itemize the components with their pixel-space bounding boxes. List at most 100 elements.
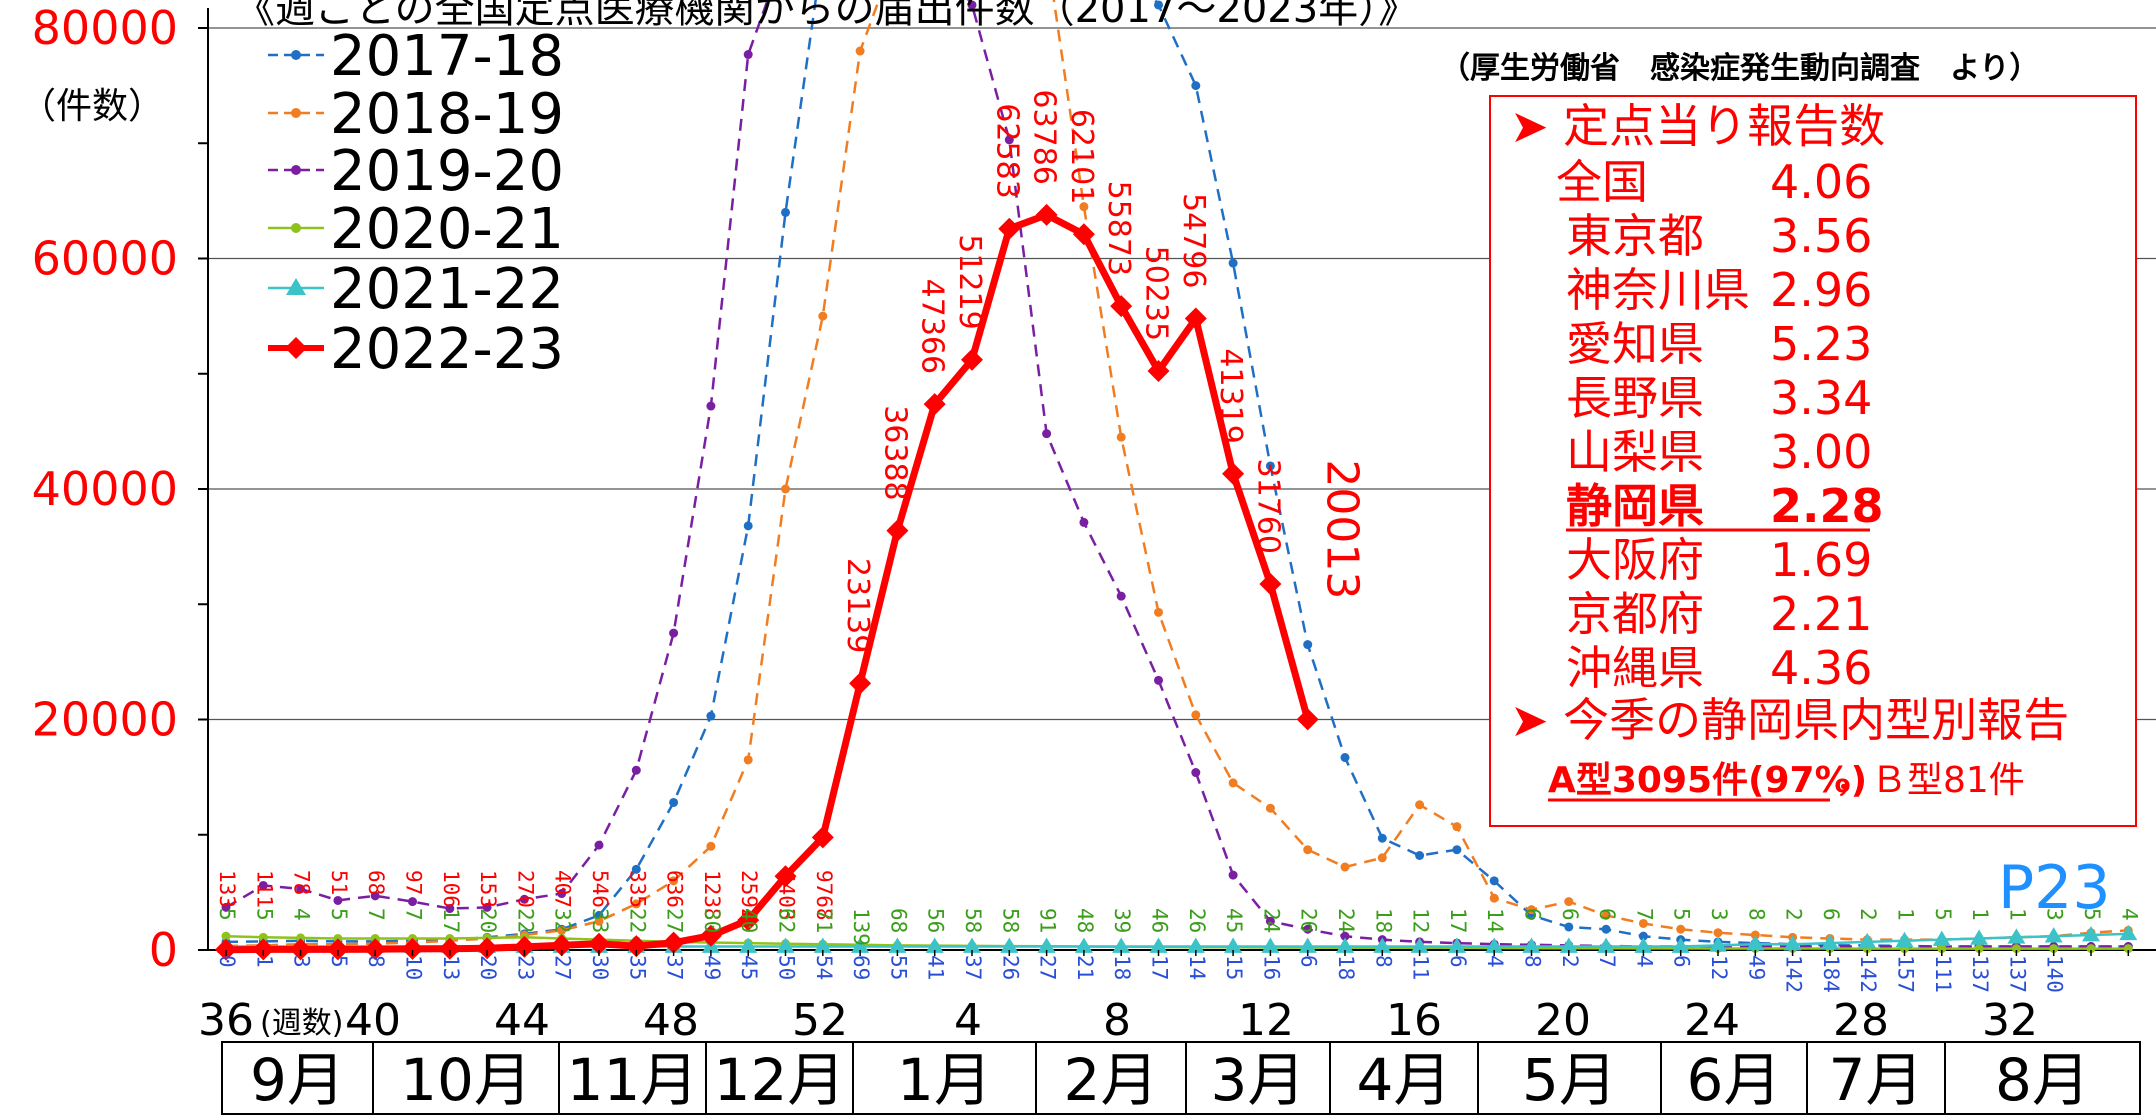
small-label: 5 bbox=[327, 908, 351, 921]
annotation-heading: ➤ 定点当り報告数 bbox=[1510, 99, 1885, 153]
small-label: 21 bbox=[1073, 955, 1097, 980]
point bbox=[1676, 924, 1686, 934]
small-label: 6 bbox=[1819, 908, 1843, 921]
small-label: 6 bbox=[1446, 955, 1470, 968]
point bbox=[1932, 930, 1951, 946]
small-label: 184 bbox=[1819, 955, 1843, 993]
small-label: 22 bbox=[625, 908, 649, 933]
point bbox=[588, 932, 610, 955]
small-label: 45 bbox=[1222, 908, 1246, 933]
week-tick-label: 12 bbox=[1238, 995, 1294, 1046]
point bbox=[669, 876, 679, 886]
point bbox=[813, 937, 832, 953]
small-label: 1 bbox=[252, 955, 276, 968]
point bbox=[2082, 926, 2100, 942]
small-label: 3 bbox=[2043, 908, 2067, 921]
small-label: 23 bbox=[513, 955, 537, 980]
small-label: 142 bbox=[1782, 955, 1806, 993]
point bbox=[550, 934, 573, 957]
point bbox=[2011, 944, 2021, 954]
point bbox=[925, 937, 944, 953]
small-label: 37 bbox=[961, 955, 985, 980]
small-label: 97 bbox=[402, 870, 426, 895]
point bbox=[476, 937, 499, 960]
small-label: 142 bbox=[1856, 955, 1880, 993]
x-axis-week-ticks: 36 40 44 48 52 4 8 12 16 20 24 28 32(週数) bbox=[198, 950, 2130, 1046]
y-tick-label: 40000 bbox=[32, 462, 178, 516]
point bbox=[1746, 935, 1765, 951]
annotation-value: 4.36 bbox=[1770, 641, 1872, 695]
point bbox=[1937, 944, 1947, 954]
small-label: 54 bbox=[812, 955, 836, 980]
point bbox=[662, 931, 685, 954]
data-label: 36388 bbox=[877, 405, 912, 500]
point bbox=[2049, 944, 2059, 954]
small-label: 17 bbox=[1148, 955, 1172, 980]
point bbox=[513, 935, 536, 958]
small-label: 4 bbox=[1632, 955, 1656, 968]
point bbox=[1564, 922, 1574, 932]
series-line-2018-19 bbox=[225, 0, 2129, 948]
point bbox=[1259, 572, 1282, 595]
small-label: 111 bbox=[1931, 955, 1955, 993]
small-label: 636 bbox=[663, 870, 687, 908]
point bbox=[1079, 202, 1089, 212]
point bbox=[1112, 937, 1131, 953]
small-label: 71 bbox=[812, 908, 836, 933]
point bbox=[1035, 203, 1058, 226]
data-label: 20013 bbox=[1317, 459, 1368, 599]
small-label: 3 bbox=[290, 955, 314, 968]
week-tick-label: 4 bbox=[954, 995, 982, 1046]
point bbox=[1228, 870, 1238, 880]
point bbox=[221, 902, 231, 912]
point bbox=[631, 864, 641, 874]
legend-marker bbox=[291, 165, 301, 175]
point bbox=[849, 672, 872, 695]
point bbox=[1042, 429, 1052, 439]
small-label: 27 bbox=[663, 908, 687, 933]
small-label: 49 bbox=[1744, 955, 1768, 980]
annotation-pref: 神奈川県 bbox=[1566, 263, 1750, 317]
month-label: 5月 bbox=[1522, 1046, 1617, 1114]
small-label: 27 bbox=[551, 955, 575, 980]
point bbox=[1184, 307, 1207, 330]
legend-label: 2021-22 bbox=[330, 257, 564, 322]
point bbox=[998, 217, 1021, 240]
point bbox=[967, 0, 977, 10]
point bbox=[519, 894, 529, 904]
point bbox=[886, 519, 909, 542]
week-tick-label: 20 bbox=[1535, 995, 1591, 1046]
point bbox=[1489, 876, 1499, 886]
point bbox=[631, 899, 641, 909]
point bbox=[1377, 833, 1387, 843]
point bbox=[445, 904, 455, 914]
small-label: 14 bbox=[1185, 955, 1209, 980]
small-label: 35 bbox=[625, 955, 649, 980]
point bbox=[1191, 768, 1201, 778]
point bbox=[625, 935, 648, 958]
month-label: 9月 bbox=[250, 1046, 345, 1114]
small-label: 6 bbox=[1558, 908, 1582, 921]
point bbox=[1037, 937, 1056, 953]
small-label: 11 bbox=[1409, 955, 1433, 980]
small-label: 30 bbox=[588, 955, 612, 980]
small-label: 546 bbox=[588, 870, 612, 908]
small-label: 2 bbox=[1856, 908, 1880, 921]
small-label: 56 bbox=[924, 908, 948, 933]
small-label: 0 bbox=[215, 955, 239, 968]
point bbox=[1820, 934, 1839, 950]
month-label: 12月 bbox=[714, 1046, 846, 1114]
point bbox=[1452, 845, 1462, 855]
week-tick-label: 48 bbox=[643, 995, 699, 1046]
y-tick-label: 20000 bbox=[32, 693, 178, 747]
small-label: 12 bbox=[1707, 955, 1731, 980]
point bbox=[2007, 928, 2026, 944]
small-label: 40 bbox=[737, 908, 761, 933]
point bbox=[1974, 944, 1984, 954]
small-label: 30 bbox=[700, 908, 724, 933]
data-label: 54796 bbox=[1176, 193, 1211, 288]
week-tick-label: 16 bbox=[1386, 995, 1442, 1046]
small-label: 32 bbox=[551, 908, 575, 933]
point bbox=[1373, 937, 1392, 953]
